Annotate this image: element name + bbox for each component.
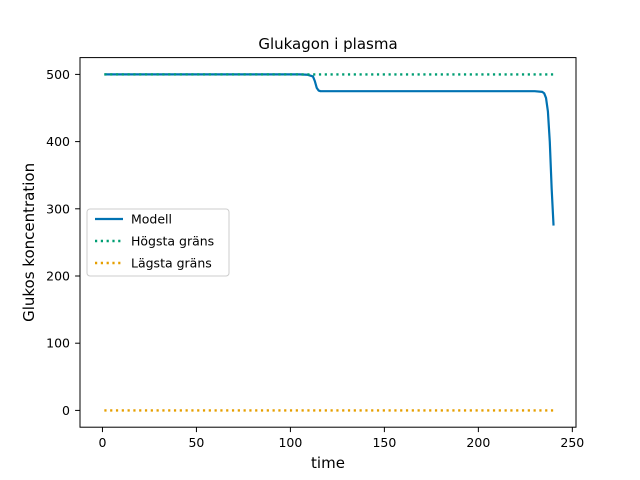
series-layer xyxy=(104,73,555,412)
y-axis-ticks: 0 100 200 300 400 500 xyxy=(46,67,80,418)
y-tick-label: 100 xyxy=(46,336,70,351)
x-tick-label: 200 xyxy=(466,435,490,450)
y-tick-label: 0 xyxy=(62,403,70,418)
legend: Modell Högsta gräns Lägsta gräns xyxy=(86,208,230,277)
legend-box xyxy=(86,208,230,277)
legend-label-3: Lägsta gräns xyxy=(131,256,212,271)
x-axis-ticks: 0 50 100 150 200 250 xyxy=(98,427,584,450)
y-tick-label: 400 xyxy=(46,134,70,149)
x-tick-label: 0 xyxy=(98,435,106,450)
x-tick-label: 250 xyxy=(560,435,584,450)
plot-frame xyxy=(79,57,577,428)
x-tick-label: 100 xyxy=(278,435,302,450)
legend-label-1: Modell xyxy=(131,212,172,227)
x-tick-label: 50 xyxy=(188,435,204,450)
legend-label-2: Högsta gräns xyxy=(131,234,214,249)
x-axis-title: time xyxy=(311,454,345,472)
y-tick-label: 300 xyxy=(46,201,70,216)
x-tick-label: 150 xyxy=(372,435,396,450)
chart-title: Glukagon i plasma xyxy=(258,35,397,53)
y-tick-label: 200 xyxy=(46,269,70,284)
y-axis-title: Glukos koncentration xyxy=(20,163,38,322)
series-line-1 xyxy=(104,73,555,226)
y-tick-label: 500 xyxy=(46,67,70,82)
